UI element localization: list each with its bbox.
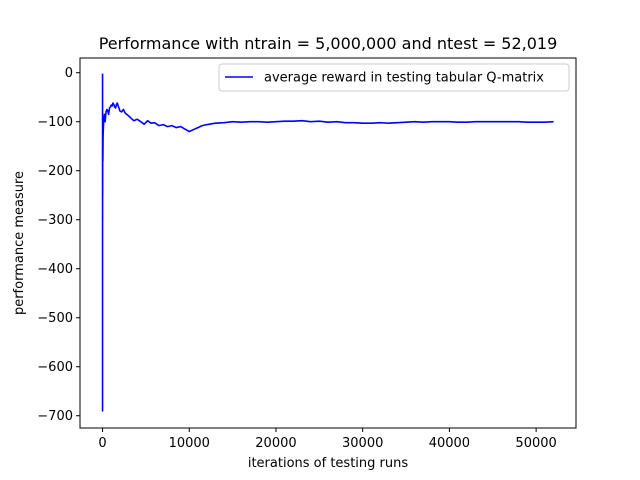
series-layer <box>101 73 554 412</box>
y-tick-label: −100 <box>37 115 73 130</box>
x-axis-ticks: 0 10000 20000 30000 40000 50000 <box>98 428 557 451</box>
legend: average reward in testing tabular Q-matr… <box>218 63 570 92</box>
x-tick-label: 40000 <box>429 436 470 451</box>
legend-label-average-reward: average reward in testing tabular Q-matr… <box>264 71 544 86</box>
axes-frame <box>79 57 577 429</box>
y-tick-label: −700 <box>37 409 73 424</box>
x-tick-label: 50000 <box>515 436 556 451</box>
x-axis-title: iterations of testing runs <box>248 456 409 471</box>
y-tick-label: −600 <box>37 360 73 375</box>
legend-box <box>218 63 570 92</box>
y-tick-label: −300 <box>37 213 73 228</box>
plot-area <box>80 58 576 428</box>
y-axis-title: performance measure <box>12 171 27 315</box>
x-tick-label: 10000 <box>169 436 210 451</box>
x-tick-label: 20000 <box>255 436 296 451</box>
chart-title: Performance with ntrain = 5,000,000 and … <box>99 34 558 53</box>
x-tick-label: 0 <box>98 436 106 451</box>
y-tick-label: −200 <box>37 164 73 179</box>
y-tick-label: −500 <box>37 311 73 326</box>
y-axis-ticks: 0 −100 −200 −300 −400 −500 −600 −700 <box>37 66 80 424</box>
x-tick-label: 30000 <box>342 436 383 451</box>
series-line-average-reward <box>101 73 554 412</box>
y-tick-label: −400 <box>37 262 73 277</box>
y-tick-label: 0 <box>65 66 73 81</box>
